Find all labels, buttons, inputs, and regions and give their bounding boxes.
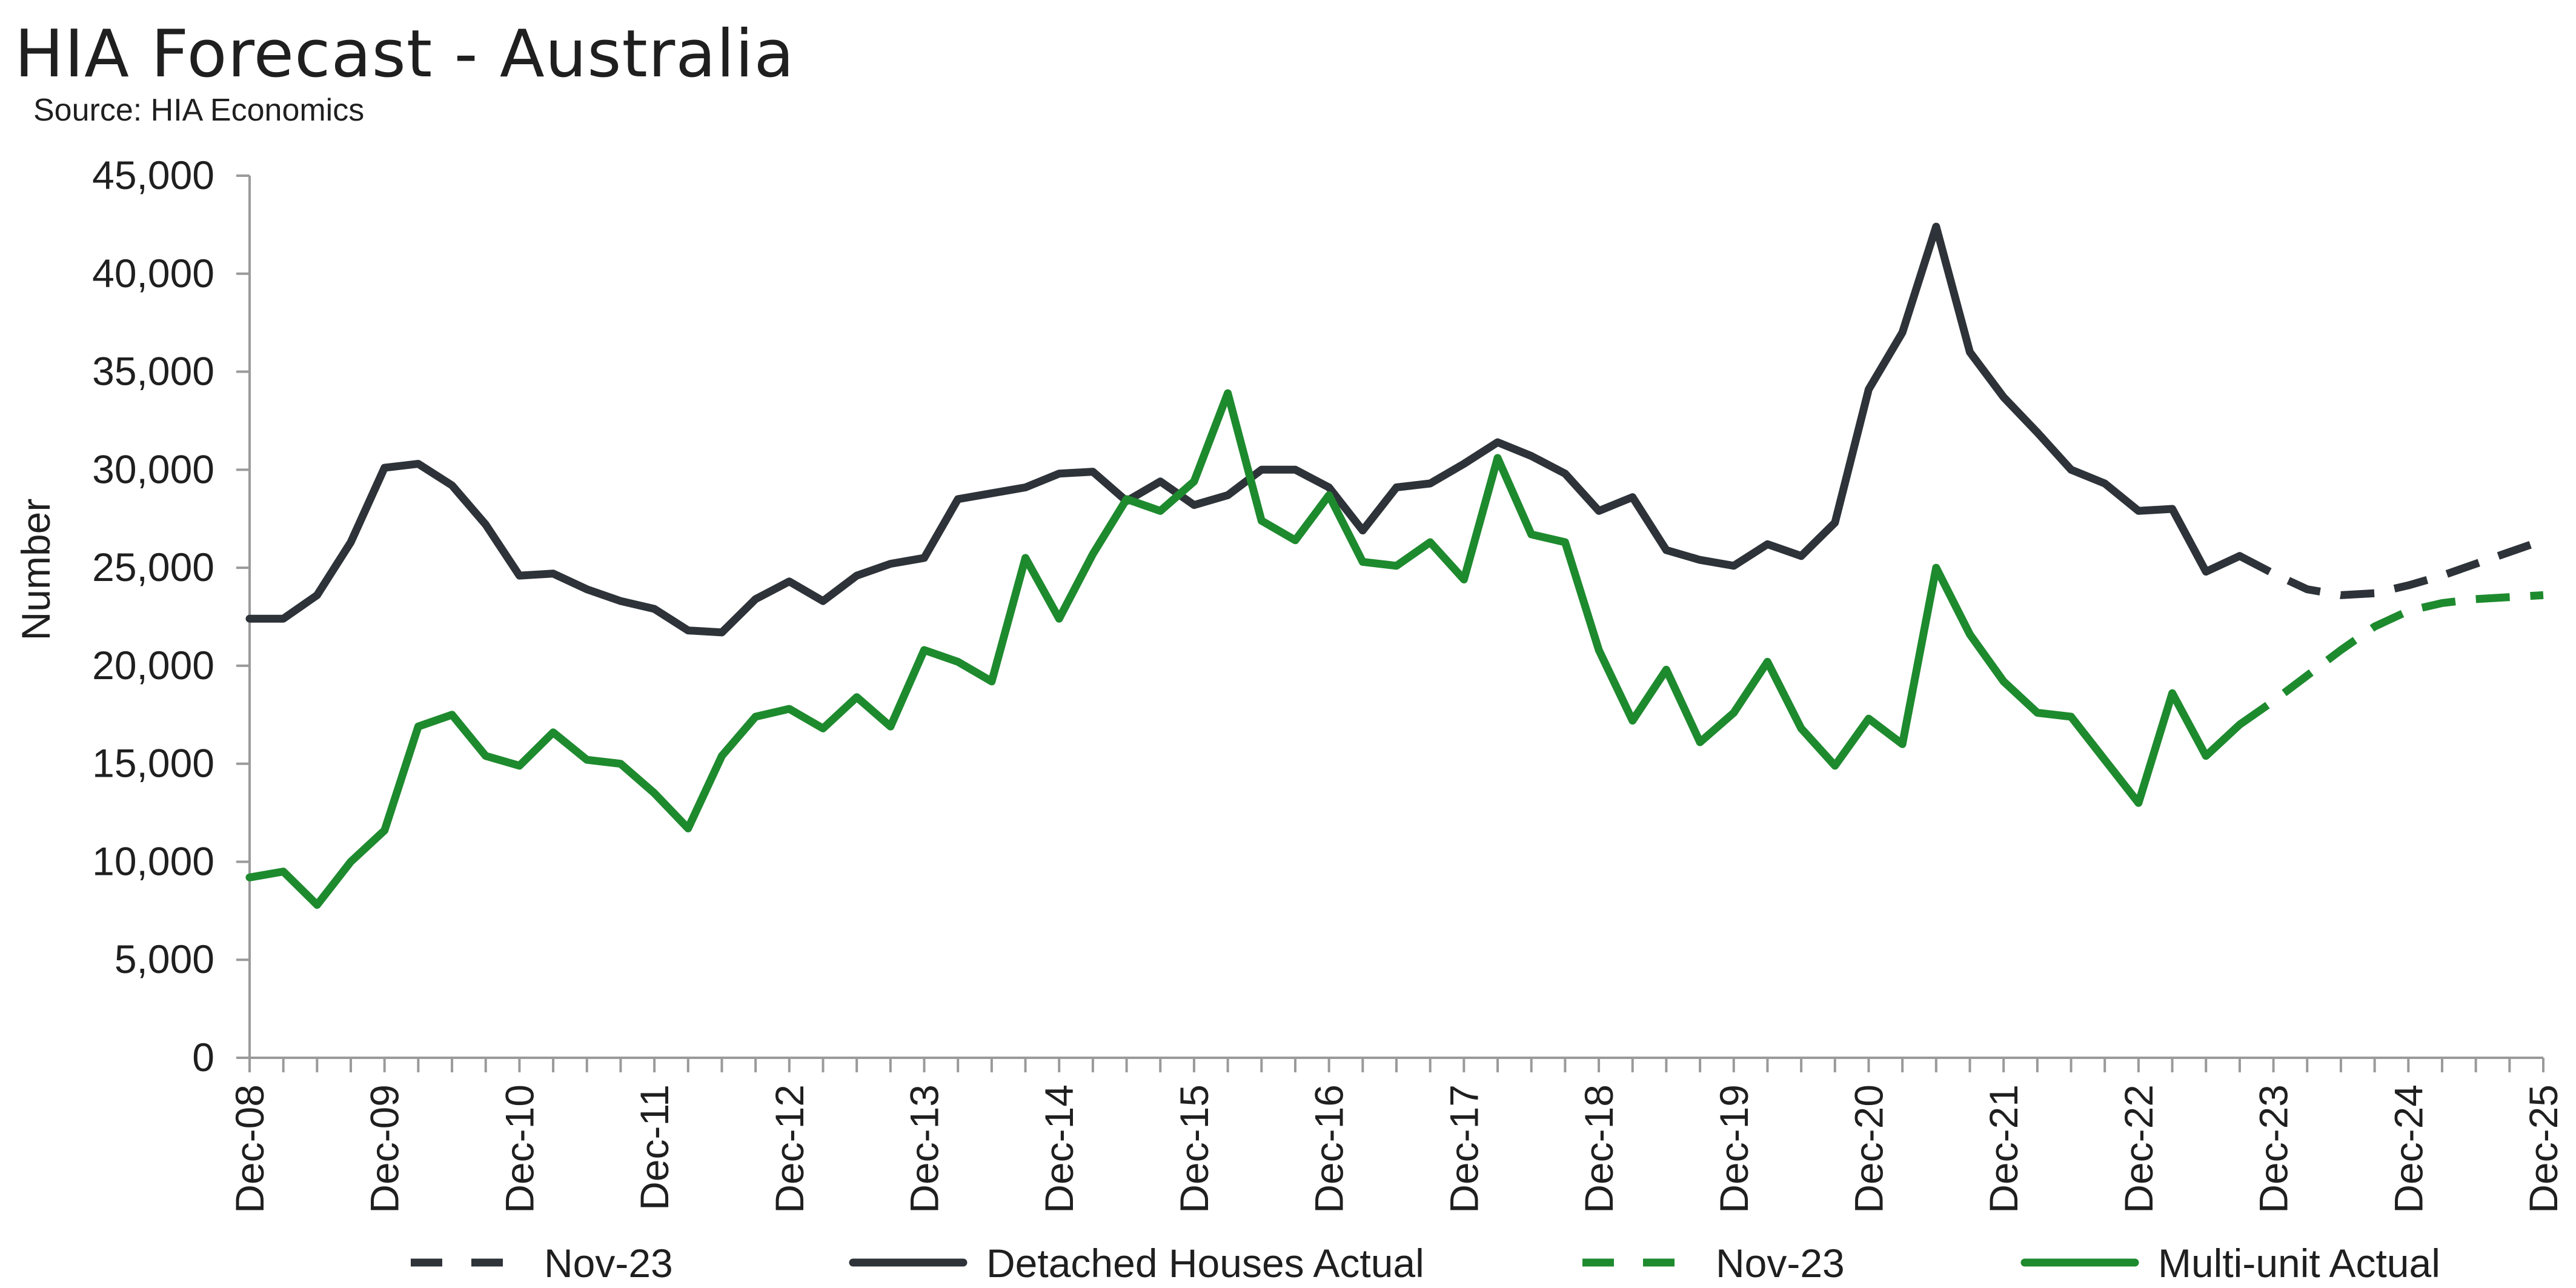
y-tick-label: 30,000: [92, 446, 214, 491]
x-tick-label: Dec-22: [2116, 1084, 2161, 1213]
y-tick-label: 45,000: [92, 153, 214, 198]
x-tick-label: Dec-13: [902, 1084, 947, 1213]
y-tick-label: 5,000: [115, 937, 214, 981]
y-tick-label: 25,000: [92, 545, 214, 589]
x-tick-label: Dec-21: [1981, 1084, 2026, 1213]
y-tick-label: 40,000: [92, 251, 214, 296]
series-layer: [245, 222, 2545, 909]
y-tick-label: 10,000: [92, 838, 214, 883]
y-axis-label: Number: [13, 499, 58, 641]
x-tick-label: Dec-15: [1172, 1084, 1217, 1213]
legend: Nov-23 Detached Houses Actual Nov-23 Multi-…: [411, 1241, 2440, 1286]
x-tick-label: Dec-10: [497, 1084, 542, 1213]
series-line-2: [245, 222, 2244, 637]
x-tick-label: Dec-25: [2521, 1084, 2566, 1213]
x-tick-label: Dec-18: [1576, 1084, 1621, 1213]
chart-subtitle: Source: HIA Economics: [33, 93, 365, 128]
legend-label-1: Nov-23: [544, 1241, 673, 1286]
x-tick-label: Dec-16: [1307, 1084, 1352, 1213]
x-tick-label: Dec-12: [767, 1084, 812, 1213]
y-tick-label: 15,000: [92, 741, 214, 786]
y-tick-label: 20,000: [92, 643, 214, 688]
legend-label-4: Multi-unit Actual: [2158, 1241, 2440, 1286]
x-tick-label: Dec-23: [2251, 1084, 2296, 1213]
x-tick-label: Dec-08: [227, 1084, 272, 1213]
series-line-3: [2237, 591, 2544, 728]
legend-label-2: Detached Houses Actual: [986, 1241, 1424, 1286]
chart-title: HIA Forecast - Australia: [15, 16, 795, 92]
x-tick-label: Dec-09: [362, 1084, 407, 1213]
x-tick-label: Dec-24: [2386, 1084, 2431, 1213]
legend-label-3: Nov-23: [1716, 1241, 1845, 1286]
y-tick-label: 0: [192, 1035, 214, 1080]
y-tick-label: 35,000: [92, 349, 214, 394]
x-tick-label: Dec-14: [1037, 1084, 1081, 1213]
x-tick-label: Dec-11: [632, 1084, 677, 1210]
x-tick-label: Dec-17: [1441, 1084, 1486, 1213]
series-line-1: [2237, 536, 2545, 599]
series-line-4: [245, 389, 2244, 909]
x-tick-label: Dec-19: [1711, 1084, 1756, 1213]
x-tick-label: Dec-20: [1846, 1084, 1891, 1213]
chart-axes: 0 5,000 10,000 15,000 20,000 25,000 30,000 35,0…: [92, 153, 2566, 1213]
